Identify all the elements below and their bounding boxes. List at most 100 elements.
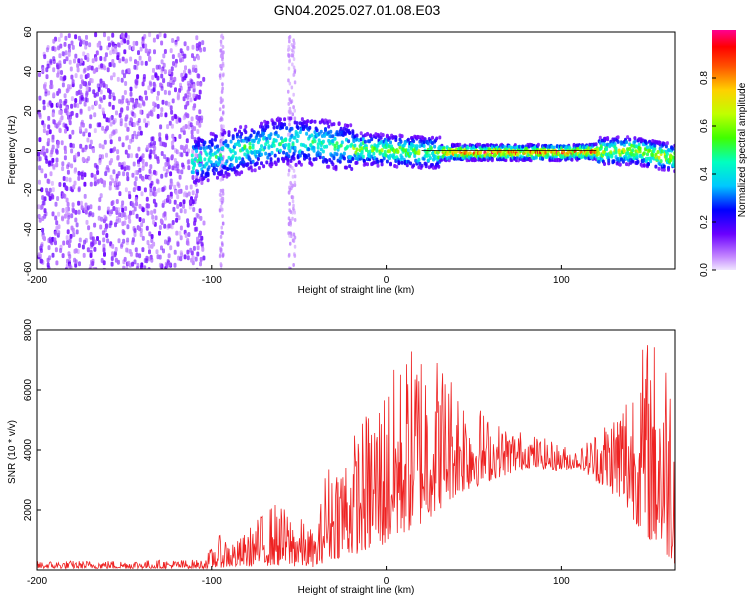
heatmap-cell [546,152,550,157]
heatmap-cell [325,144,329,149]
heatmap-cell [200,241,204,247]
heatmap-cell [359,131,363,136]
heatmap-cell [383,149,387,154]
heatmap-cell [296,134,300,139]
heatmap-cell [74,153,78,158]
heatmap-cell [70,163,74,169]
heatmap-cell [112,169,116,175]
heatmap-cell [182,130,186,135]
heatmap-cell [137,162,141,168]
heatmap-cell [671,146,675,151]
heatmap-cell [294,162,298,167]
heatmap-cell [65,176,69,182]
heatmap-cell [610,154,614,159]
heatmap-cell [363,139,367,144]
heatmap-cell [82,39,86,45]
heatmap-cell [287,132,290,137]
heatmap-cell [598,140,602,145]
heatmap-cell [187,83,191,89]
heatmap-cell [43,54,47,60]
colorbar-tick-label: 0.0 [699,263,710,277]
heatmap-cell [131,261,135,267]
heatmap-cell [109,121,113,127]
heatmap-cell [235,132,239,137]
heatmap-cell [642,163,646,168]
heatmap-cell [50,149,54,155]
heatmap-cell [376,163,380,168]
heatmap-cell [175,230,179,236]
heatmap-cell [125,247,129,253]
heatmap-cell [43,236,46,242]
heatmap-cell [80,171,84,177]
heatmap-cell [239,134,243,139]
heatmap-cell [170,224,174,230]
heatmap-cell [219,234,223,239]
heatmap-cell [195,149,198,154]
heatmap-cell [52,92,56,98]
heatmap-cell [138,125,142,131]
heatmap-cell [87,132,91,138]
heatmap-cell [607,161,611,166]
heatmap-cell [184,65,187,71]
heatmap-cell [100,63,104,69]
heatmap-cell [343,131,347,136]
heatmap-cell [200,235,204,241]
heatmap-cell [426,141,430,146]
heatmap-cell [327,124,331,129]
heatmap-cell [195,146,198,151]
heatmap-cell [114,207,118,213]
heatmap-cell [240,131,244,136]
heatmap-cell [61,216,65,222]
heatmap-cell [164,112,168,118]
heatmap-cell [123,38,127,44]
heatmap-cell [380,162,384,167]
heatmap-cell [125,114,128,120]
heatmap-cell [227,172,231,177]
heatmap-cell [219,39,223,44]
heatmap-cell [474,158,477,162]
heatmap-cell [198,109,202,115]
heatmap-cell [289,241,292,246]
heatmap-cell [42,123,46,129]
heatmap-cell [89,231,93,237]
heatmap-cell [134,184,138,190]
heatmap-cell [45,74,49,80]
heatmap-cell [306,119,310,124]
heatmap-cell [65,186,69,192]
heatmap-cell [141,158,145,164]
heatmap-cell [251,145,255,150]
heatmap-cell [193,217,197,223]
heatmap-cell [74,217,78,223]
heatmap-cell [99,177,103,183]
heatmap-cell [288,185,291,190]
heatmap-cell [103,56,107,62]
heatmap-cell [206,171,210,176]
spectrogram-ylabel: Frequency (Hz) [7,116,18,185]
heatmap-cell [337,121,341,126]
heatmap-cell [131,201,135,207]
heatmap-cell [275,125,279,130]
heatmap-cell [195,226,199,232]
heatmap-cell [342,151,346,156]
heatmap-cell [186,89,190,95]
heatmap-cell [289,218,292,223]
heatmap-cell [133,228,137,234]
heatmap-cell [153,208,157,214]
heatmap-cell [212,171,216,176]
heatmap-cell [150,238,154,244]
heatmap-cell [220,200,224,205]
heatmap-cell [96,170,100,175]
heatmap-cell [134,247,138,253]
x-tick-label: 0 [384,576,390,587]
heatmap-cell [90,65,94,71]
heatmap-cell [117,42,120,48]
heatmap-cell [218,107,222,112]
heatmap-cell [490,158,494,163]
heatmap-cell [37,204,41,210]
heatmap-cell [191,53,194,59]
heatmap-cell [192,245,196,251]
heatmap-cell [54,230,58,236]
heatmap-cell [413,154,417,158]
heatmap-cell [67,84,70,89]
heatmap-cell [133,113,137,118]
